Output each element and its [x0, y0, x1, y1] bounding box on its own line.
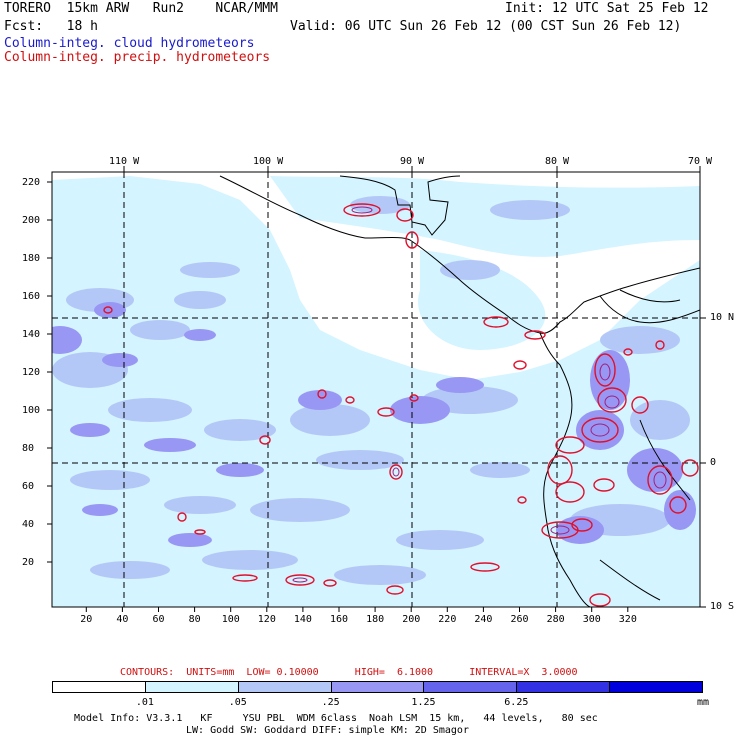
legend-swatch — [330, 681, 425, 693]
left-axis-label: 180 — [22, 253, 41, 264]
lon-label-100w: 100 W — [253, 156, 284, 167]
valid-time: Valid: 06 UTC Sun 26 Feb 12 (00 CST Sun … — [290, 19, 682, 34]
bottom-axis-label: 180 — [366, 614, 385, 625]
legend-swatch — [144, 681, 239, 693]
bottom-axis-label: 40 — [116, 614, 129, 625]
bottom-axis-label: 280 — [546, 614, 565, 625]
lat-label-10s: 10 S — [710, 601, 735, 612]
left-axis-label: 140 — [22, 329, 41, 340]
coastlines — [219, 175, 700, 607]
legend-unit: mm — [697, 697, 710, 708]
legend-swatch — [609, 681, 703, 693]
legend-label: .01 — [135, 697, 154, 708]
lon-label-90w: 90 W — [400, 156, 425, 167]
lon-label-80w: 80 W — [545, 156, 570, 167]
contours-info: CONTOURS: UNITS=mm LOW= 0.10000 HIGH= 6.… — [120, 667, 578, 678]
left-axis-label: 120 — [22, 367, 41, 378]
forecast-hour: Fcst: 18 h — [4, 19, 98, 34]
legend-swatch — [237, 681, 332, 693]
left-axis-ticks — [47, 181, 52, 563]
left-axis-label: 160 — [22, 291, 41, 302]
left-axis-label: 20 — [22, 557, 35, 568]
legend-swatch — [52, 681, 146, 693]
legend-swatch — [423, 681, 518, 693]
map-frame — [51, 171, 701, 608]
left-axis-label: 60 — [22, 481, 35, 492]
left-axis-label: 200 — [22, 215, 41, 226]
run-title: TORERO 15km ARW Run2 NCAR/MMM — [4, 1, 278, 16]
bottom-axis-label: 60 — [152, 614, 165, 625]
bottom-axis-ticks — [85, 607, 629, 612]
model-info-line1: Model Info: V3.3.1 KF YSU PBL WDM 6class… — [74, 713, 598, 724]
init-time: Init: 12 UTC Sat 25 Feb 12 — [505, 1, 709, 16]
legend-label: .05 — [228, 697, 247, 708]
bottom-axis-label: 20 — [80, 614, 93, 625]
legend-label: 6.25 — [504, 697, 529, 708]
legend-label: .25 — [321, 697, 340, 708]
model-info-line2: LW: Godd SW: Goddard DIFF: simple KM: 2D… — [186, 725, 469, 736]
bottom-axis-label: 140 — [293, 614, 312, 625]
bottom-axis-label: 120 — [257, 614, 276, 625]
bottom-axis-label: 100 — [221, 614, 240, 625]
bottom-axis-label: 320 — [618, 614, 637, 625]
bottom-axis-label: 260 — [510, 614, 529, 625]
left-axis-label: 220 — [22, 177, 41, 188]
axis-ticks — [123, 166, 706, 608]
bottom-axis-label: 300 — [582, 614, 601, 625]
legend-swatch — [516, 681, 611, 693]
lon-label-70w: 70 W — [688, 156, 713, 167]
legend-label: 1.25 — [411, 697, 436, 708]
precip-contours — [103, 203, 699, 607]
left-axis-label: 100 — [22, 405, 41, 416]
bottom-axis-label: 160 — [329, 614, 349, 625]
lon-label-110w: 110 W — [109, 156, 140, 167]
lat-lon-grid — [52, 172, 700, 607]
left-axis-label: 40 — [22, 519, 35, 530]
field-cloud-label: Column-integ. cloud hydrometeors — [4, 36, 255, 51]
bottom-axis-label: 200 — [402, 614, 421, 625]
cloud-mid-shading — [52, 196, 690, 585]
lat-label-0: 0 — [710, 457, 717, 468]
precip-inner-contours — [292, 206, 667, 583]
left-axis-label: 80 — [22, 443, 35, 454]
field-precip-label: Column-integ. precip. hydrometeors — [4, 50, 271, 65]
lat-label-10n: 10 N — [710, 312, 735, 323]
bottom-axis-label: 240 — [474, 614, 493, 625]
bottom-axis-label: 220 — [438, 614, 457, 625]
bottom-axis-label: 80 — [188, 614, 201, 625]
map-plot-area — [52, 172, 700, 607]
